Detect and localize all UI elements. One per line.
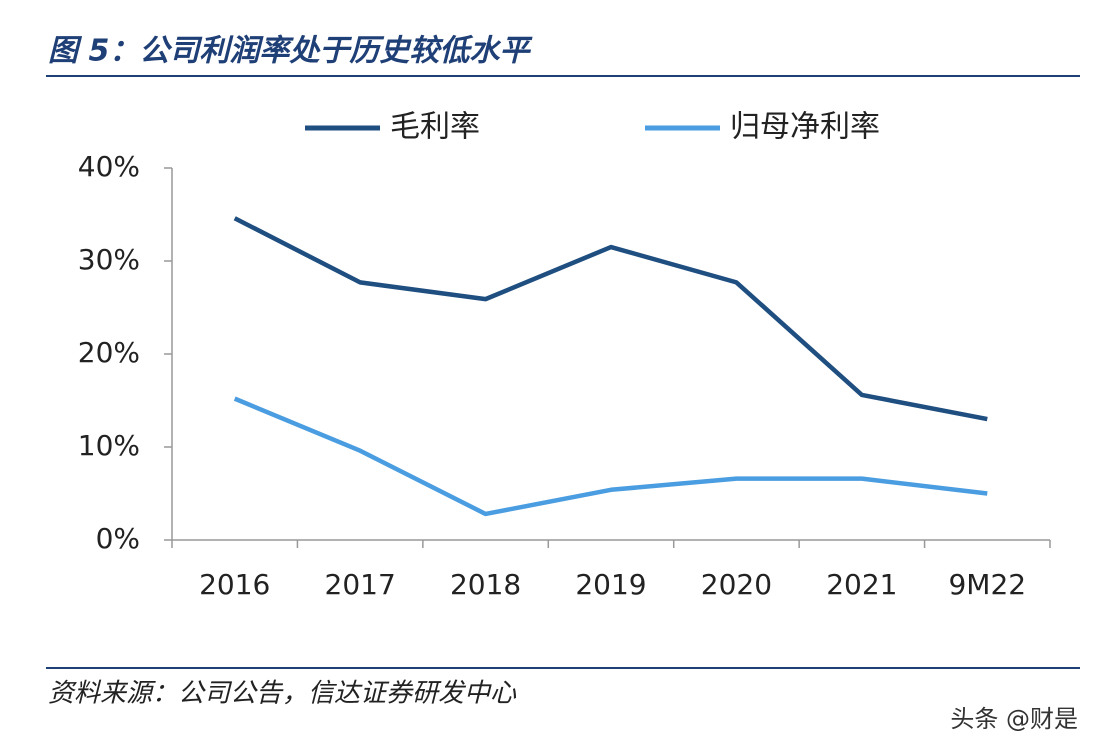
x-tick-label: 2019 [575,568,646,601]
y-tick-label: 20% [78,336,140,369]
chart-title: 图 5：公司利润率处于历史较低水平 [48,34,533,69]
x-tick-label: 9M22 [948,568,1026,601]
source-note: 资料来源：公司公告，信达证券研发中心 [48,679,517,709]
y-tick-label: 10% [78,429,140,462]
x-tick-label: 2020 [701,568,772,601]
x-tick-label: 2021 [826,568,897,601]
series-line [233,396,988,517]
series-line [233,216,988,422]
legend-label: 毛利率 [390,110,480,145]
y-tick-label: 40% [78,150,140,183]
y-tick-label: 0% [96,522,140,555]
x-tick-label: 2016 [199,568,270,601]
x-tick-label: 2018 [450,568,521,601]
legend-label: 归母净利率 [730,110,880,145]
y-tick-label: 30% [78,243,140,276]
x-tick-label: 2017 [325,568,396,601]
watermark: 头条 @财是 [950,705,1078,733]
